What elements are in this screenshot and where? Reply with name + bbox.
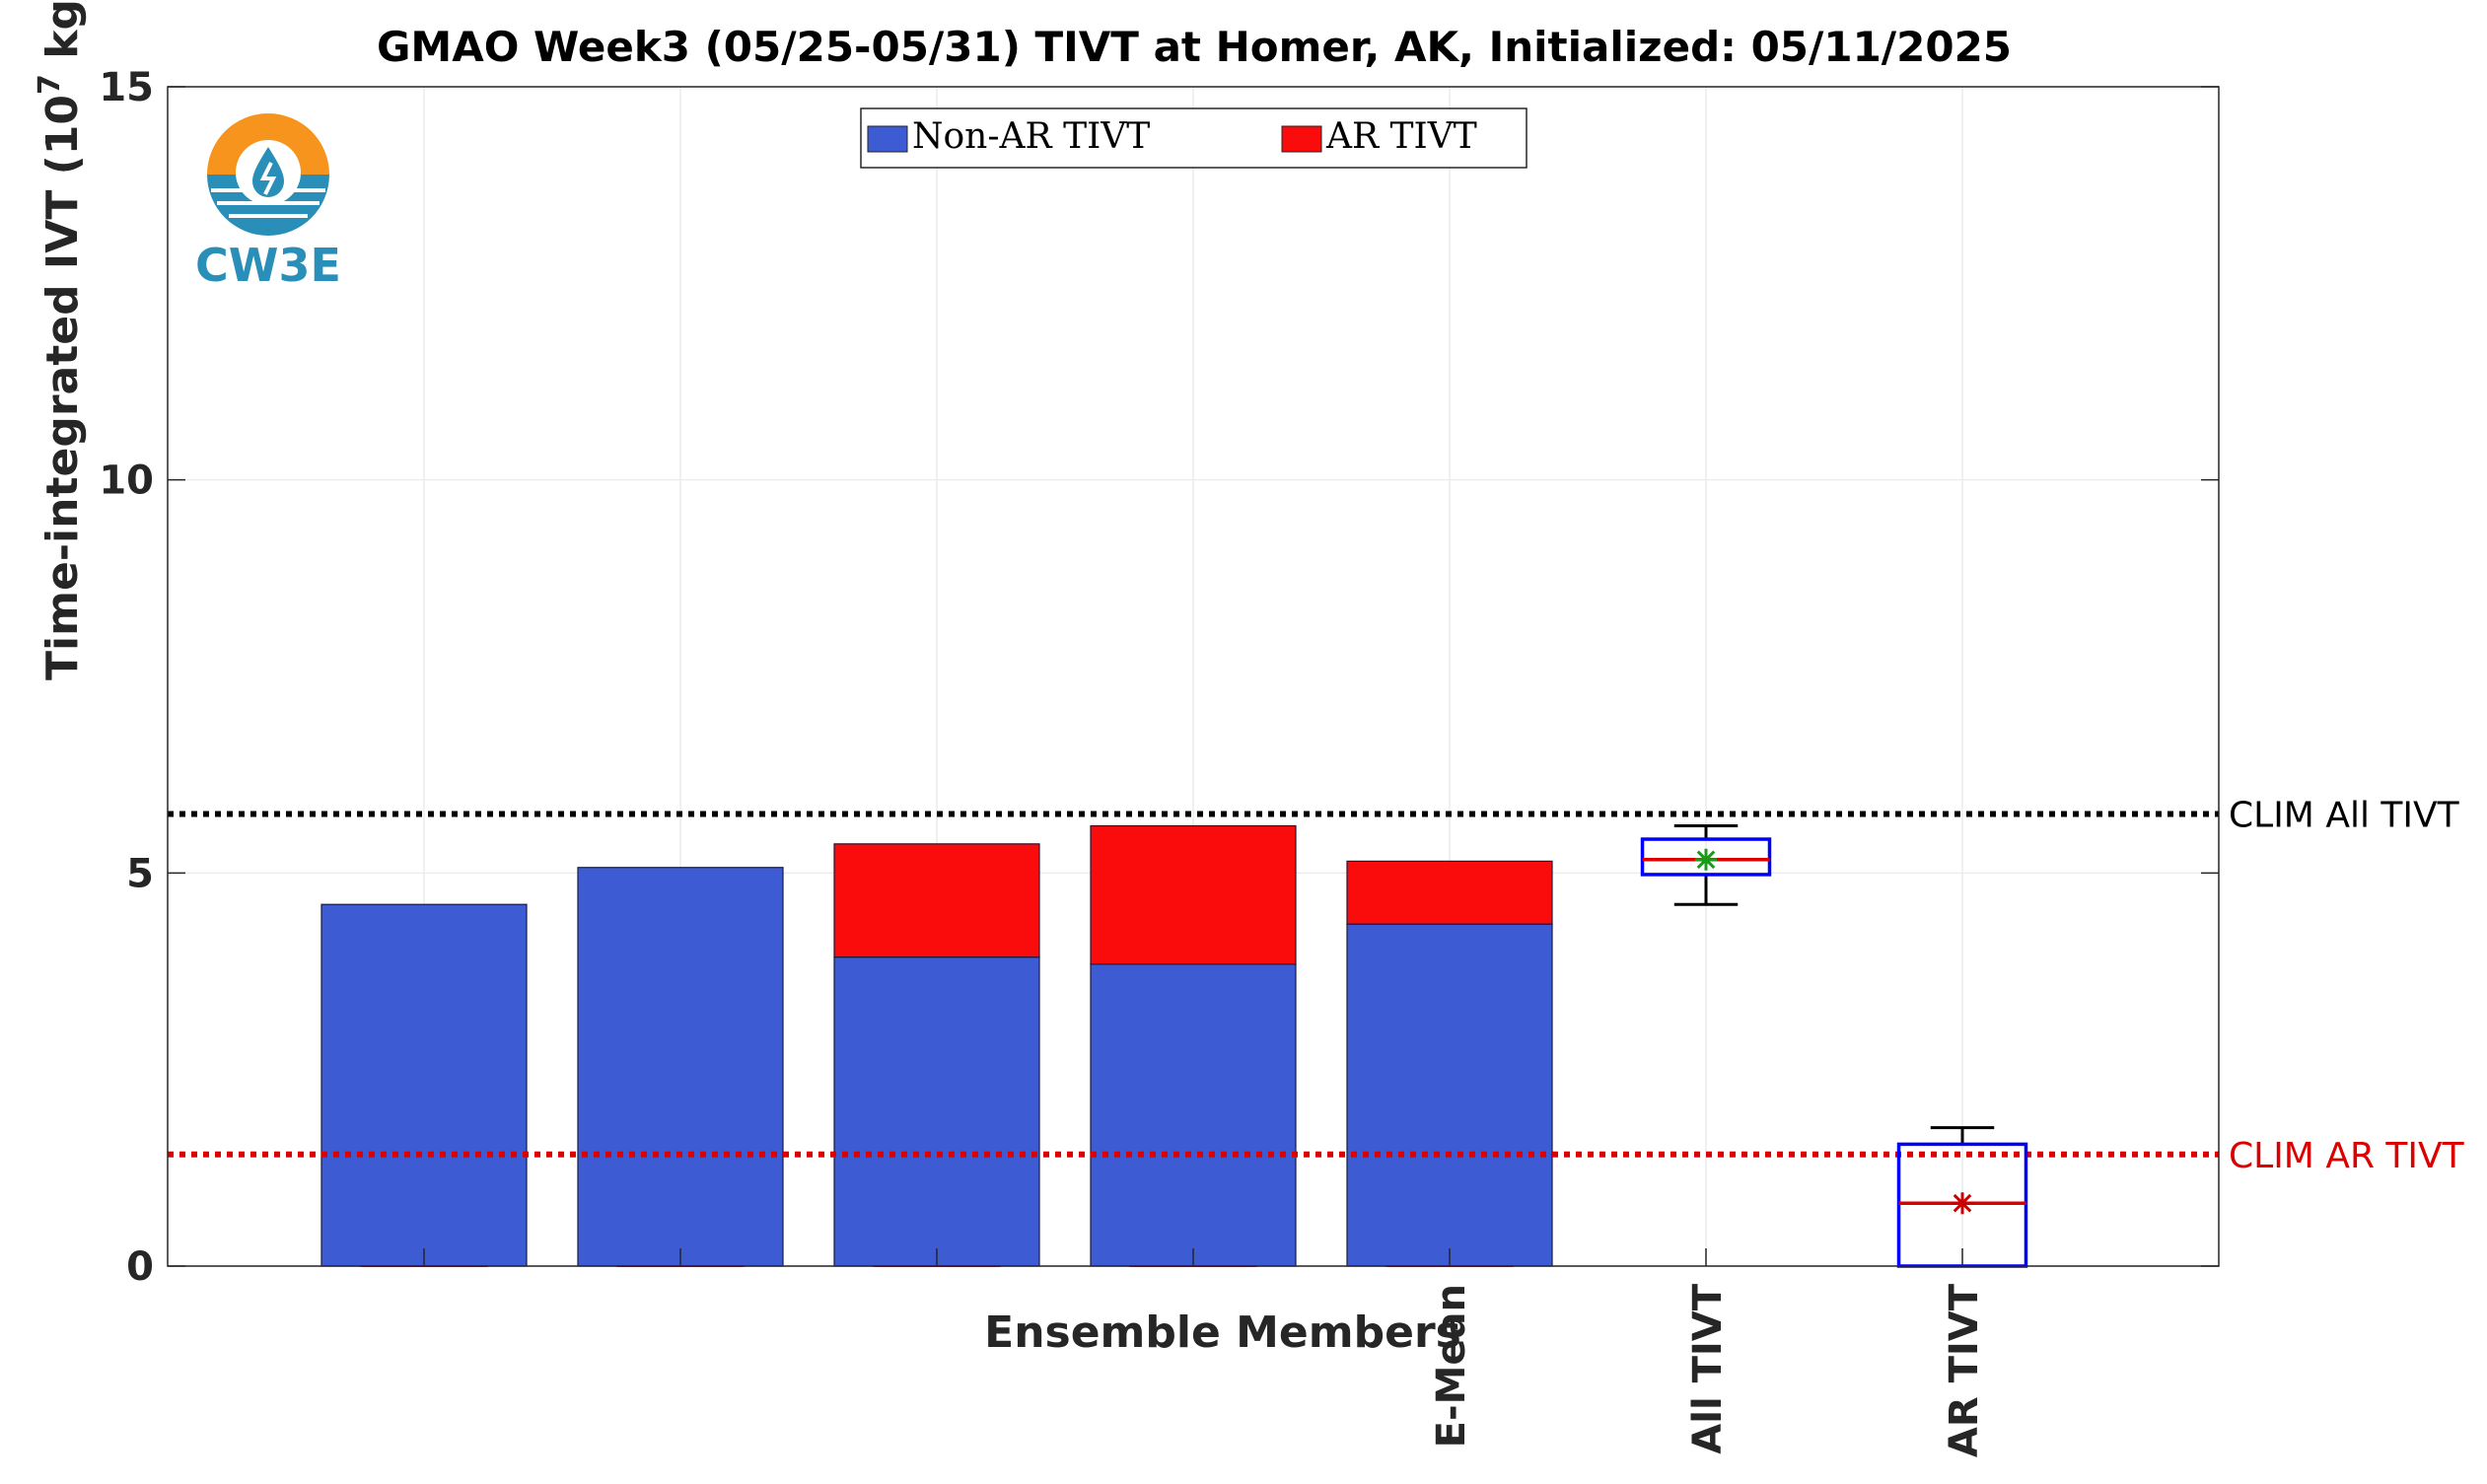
y-ticks: 0 5 10 15 — [99, 65, 2219, 1290]
reference-lines: CLIM All TIVT CLIM AR TIVT — [168, 796, 2465, 1176]
legend-label-non-ar: Non-AR TIVT — [912, 116, 1150, 157]
reference-line-label: CLIM AR TIVT — [2229, 1136, 2465, 1176]
x-tick-label: All TIVT — [1685, 1283, 1731, 1453]
y-axis-label-mid: kg m — [37, 0, 88, 74]
y-tick-label: 10 — [99, 459, 154, 504]
bar-non-ar — [577, 867, 784, 1267]
bar-non-ar — [833, 956, 1040, 1267]
chart-title: GMAO Week3 (05/25-05/31) TIVT at Homer, … — [377, 23, 2012, 71]
bar-ar — [1346, 860, 1553, 925]
bar-non-ar — [1090, 963, 1297, 1267]
y-tick-label: 15 — [99, 65, 154, 110]
bar-non-ar — [1346, 923, 1553, 1267]
x-tick-label: AR TIVT — [1942, 1283, 1987, 1457]
x-tick-labels: E-Mean All TIVT AR TIVT — [423, 1248, 1987, 1457]
y-tick-label: 0 — [126, 1244, 154, 1290]
y-tick-label: 5 — [126, 851, 154, 896]
bar-ar — [833, 843, 1040, 958]
x-tick-label: E-Mean — [1429, 1284, 1474, 1448]
legend: Non-AR TIVT AR TIVT — [860, 107, 1528, 169]
legend-swatch-non-ar — [867, 125, 908, 153]
y-axis-label-exp1: 7 — [33, 74, 67, 95]
bar-ar — [1090, 824, 1297, 965]
y-axis-label-main: Time-integrated IVT (10 — [37, 95, 88, 680]
legend-swatch-ar — [1281, 125, 1322, 153]
legend-label-ar: AR TIVT — [1325, 116, 1477, 157]
y-axis-label: Time-integrated IVT (107 kg m-1) — [33, 0, 88, 680]
logo-text: CW3E — [195, 239, 341, 292]
bar-non-ar — [320, 903, 528, 1267]
box-mean-marker — [1952, 1192, 1973, 1215]
cw3e-logo: CW3E — [195, 113, 341, 292]
reference-line-label: CLIM All TIVT — [2229, 796, 2460, 836]
box-mean-marker — [1695, 848, 1717, 871]
x-axis-label: Ensemble Members — [984, 1307, 1461, 1358]
bars — [320, 824, 1553, 1267]
box — [1640, 837, 1772, 877]
